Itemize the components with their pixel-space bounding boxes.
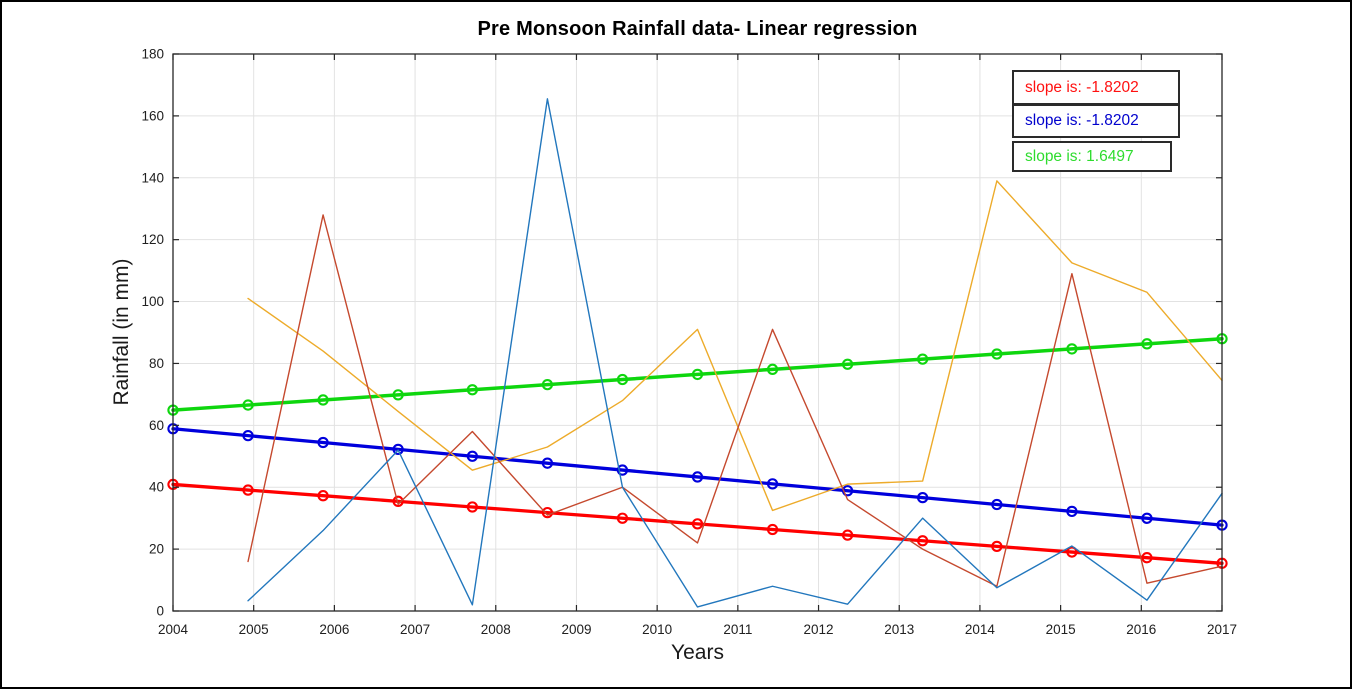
- y-tick-label: 80: [149, 356, 164, 371]
- raw-rainfall-orange: [247, 180, 1223, 512]
- x-axis-label: Years: [671, 641, 724, 664]
- y-tick-label: 100: [141, 294, 164, 309]
- legend-entry-blue-slope: slope is: -1.8202: [1012, 104, 1180, 138]
- tick-labels: 2004 2005 2006 2007 2008 2009 2010 2011 2012 2013…: [141, 47, 1237, 638]
- regression-blue-marker: [242, 429, 254, 442]
- regression-blue-marker: [1141, 512, 1153, 524]
- y-tick-label: 0: [156, 604, 164, 619]
- legend-label-green-slope: slope is: 1.6497: [1025, 147, 1134, 165]
- regression-green-marker: [392, 389, 404, 401]
- regression-red-marker: [466, 501, 479, 513]
- regression-blue-marker: [766, 478, 779, 490]
- y-tick-label: 20: [149, 542, 164, 557]
- regression-blue: [167, 423, 1228, 531]
- regression-blue-marker: [916, 491, 929, 504]
- regression-green-marker: [317, 394, 329, 406]
- x-tick-label: 2009: [561, 622, 591, 637]
- regression-red-marker: [916, 535, 929, 547]
- regression-red-marker: [991, 540, 1003, 553]
- regression-green-marker: [242, 399, 254, 411]
- regression-green-marker: [1066, 343, 1078, 355]
- x-tick-label: 2011: [723, 622, 752, 637]
- regression-red-marker: [242, 484, 254, 496]
- x-tick-label: 2004: [158, 622, 189, 637]
- regression-red-marker: [392, 495, 404, 507]
- x-tick-label: 2010: [642, 622, 672, 637]
- regression-red-marker: [691, 518, 704, 530]
- regression-blue-marker: [392, 443, 404, 456]
- y-tick-label: 60: [149, 418, 164, 433]
- regression-green-marker: [841, 358, 854, 370]
- regression-blue-marker: [991, 498, 1003, 511]
- y-tick-label: 180: [141, 47, 164, 62]
- regression-red-marker: [541, 506, 554, 519]
- regression-blue-marker: [691, 471, 704, 483]
- raw-rainfall-darkred: [247, 214, 1223, 587]
- regression-blue-marker: [1066, 505, 1078, 518]
- series-group: [167, 98, 1228, 608]
- y-tick-label: 40: [149, 480, 164, 495]
- legend-entry-green-slope: slope is: 1.6497: [1012, 141, 1172, 172]
- x-tick-label: 2013: [884, 622, 914, 637]
- regression-green-marker: [766, 363, 779, 375]
- regression-red-marker: [1066, 546, 1078, 558]
- raw-rainfall-lightblue: [247, 98, 1223, 608]
- regression-red: [167, 478, 1228, 569]
- regression-green-marker: [541, 378, 554, 391]
- regression-blue-marker: [541, 457, 554, 469]
- x-tick-label: 2014: [965, 622, 996, 637]
- x-tick-label: 2012: [804, 622, 834, 637]
- legend-label-blue-slope: slope is: -1.8202: [1025, 112, 1139, 129]
- x-tick-label: 2008: [481, 622, 511, 637]
- axes-box: [172, 53, 1223, 612]
- y-tick-label: 160: [141, 108, 164, 123]
- regression-red-marker: [841, 529, 854, 541]
- x-tick-label: 2007: [400, 622, 430, 637]
- regression-green-marker: [916, 353, 929, 365]
- legend-label-red-slope: slope is: -1.8202: [1025, 78, 1139, 96]
- regression-green-marker: [1141, 338, 1153, 350]
- regression-green-marker: [991, 348, 1003, 360]
- y-tick-label: 120: [141, 232, 164, 247]
- y-tick-label: 140: [141, 170, 164, 185]
- regression-green-marker: [466, 384, 479, 396]
- regression-red-marker: [317, 490, 329, 502]
- x-tick-label: 2005: [239, 622, 269, 637]
- chart-title: Pre Monsoon Rainfall data- Linear regres…: [477, 18, 918, 40]
- regression-blue-marker: [466, 450, 479, 462]
- x-tick-label: 2017: [1207, 622, 1237, 637]
- regression-red-marker: [766, 523, 779, 536]
- x-tick-label: 2006: [319, 622, 349, 637]
- x-tick-label: 2015: [1046, 622, 1076, 637]
- regression-red-marker: [616, 512, 629, 524]
- regression-green-marker: [691, 368, 704, 381]
- x-tick-label: 2016: [1126, 622, 1156, 637]
- regression-blue-marker: [616, 464, 629, 476]
- regression-blue-marker: [317, 436, 329, 449]
- regression-red-marker: [1141, 552, 1153, 564]
- legend-entry-red-slope: slope is: -1.8202: [1012, 70, 1180, 105]
- regression-green-marker: [616, 373, 629, 386]
- regression-green: [167, 333, 1228, 416]
- tick-marks: [172, 53, 1223, 612]
